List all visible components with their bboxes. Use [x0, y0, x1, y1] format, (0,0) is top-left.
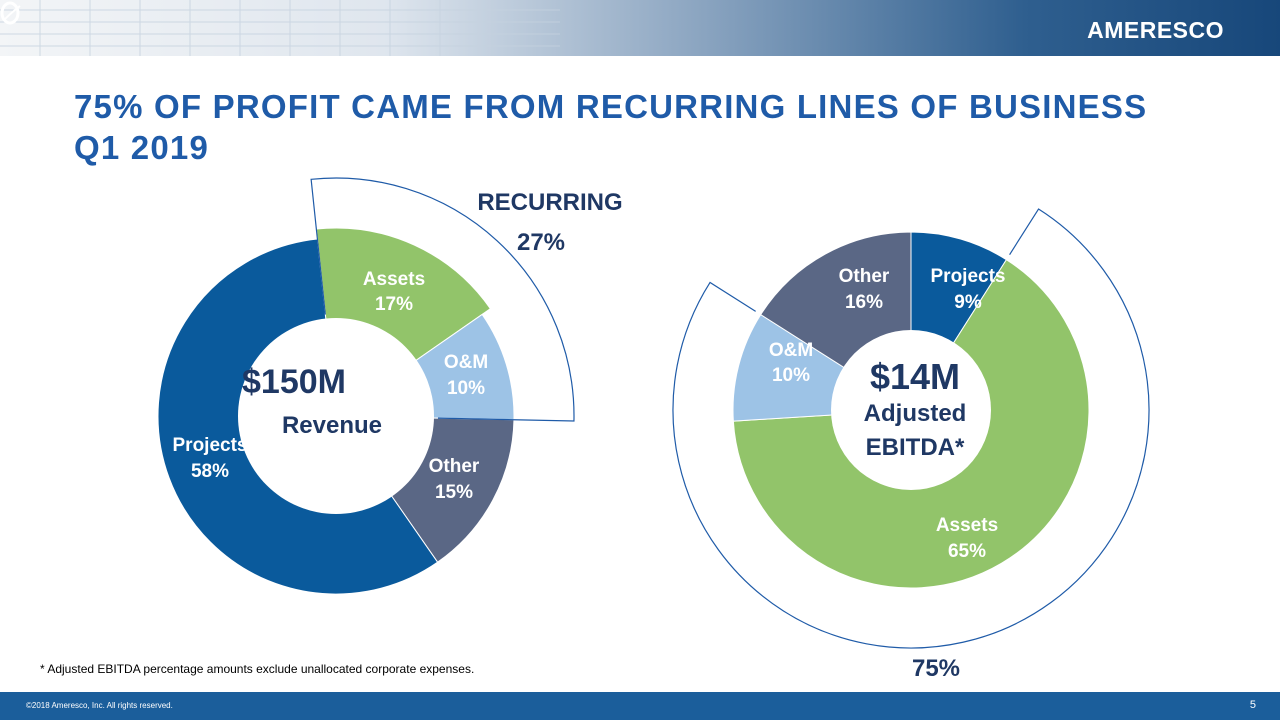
revenue-callout-label: RECURRING — [477, 189, 622, 216]
header-band: AMERESCO — [0, 0, 1280, 56]
ebitda-label-assets-value: 65% — [948, 541, 986, 562]
revenue-label-projects-name: Projects — [173, 435, 248, 456]
revenue-center-value: $150M — [242, 363, 346, 401]
logo-mark-icon — [0, 1, 21, 25]
revenue-label-o-m-name: O&M — [444, 352, 488, 373]
revenue-donut-hole — [238, 318, 434, 514]
revenue-label-other-name: Other — [429, 456, 480, 477]
ebitda-label-other-name: Other — [839, 266, 890, 287]
ebitda-donut-hole — [831, 330, 991, 490]
ebitda-label-o-m-value: 10% — [772, 365, 810, 386]
footer-bar: ©2018 Ameresco, Inc. All rights reserved… — [0, 692, 1280, 720]
revenue-label-other-value: 15% — [435, 482, 473, 503]
revenue-label-o-m-value: 10% — [447, 378, 485, 399]
copyright-text: ©2018 Ameresco, Inc. All rights reserved… — [26, 701, 173, 710]
ebitda-center-label-line1: Adjusted — [864, 400, 967, 427]
page-title: 75% OF PROFIT CAME FROM RECURRING LINES … — [74, 88, 1148, 166]
page-number: 5 — [1249, 699, 1256, 711]
ebitda-label-projects-value: 9% — [954, 292, 982, 313]
revenue-label-assets-name: Assets — [363, 269, 425, 290]
ebitda-label-projects-name: Projects — [931, 266, 1006, 287]
footnote: * Adjusted EBITDA percentage amounts exc… — [40, 662, 475, 676]
revenue-label-projects-value: 58% — [191, 461, 229, 482]
ebitda-center-label-line2: EBITDA* — [866, 434, 965, 461]
revenue-recurring-callout-outline — [310, 177, 575, 422]
ebitda-center-value: $14M — [870, 356, 960, 397]
ebitda-recurring-callout-outline — [672, 208, 1150, 649]
ameresco-logo: AMERESCO — [1087, 17, 1224, 43]
ebitda-label-o-m-name: O&M — [769, 340, 813, 361]
revenue-center-label: Revenue — [282, 412, 382, 439]
ebitda-label-assets-name: Assets — [936, 515, 998, 536]
header-grid-pattern — [0, 0, 560, 56]
revenue-label-assets-value: 17% — [375, 294, 413, 315]
revenue-callout-value: 27% — [517, 229, 565, 256]
ebitda-callout-value: 75% — [912, 655, 960, 682]
ebitda-label-other-value: 16% — [845, 292, 883, 313]
